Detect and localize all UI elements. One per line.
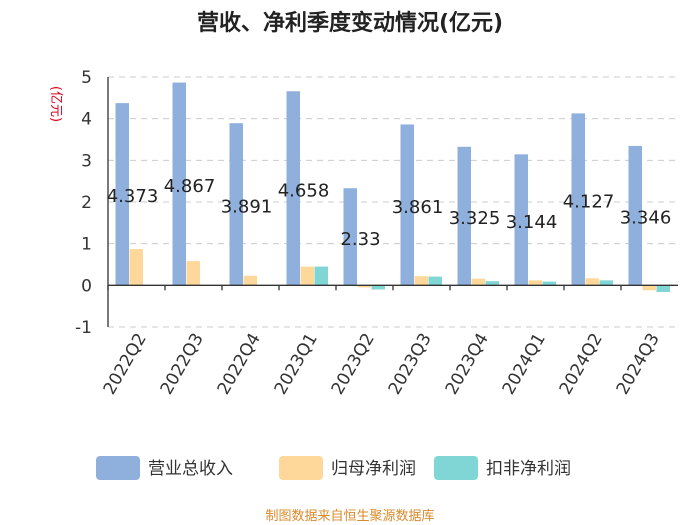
chart-title: 营收、净利季度变动情况(亿元) (197, 10, 503, 36)
bar-2 (129, 249, 143, 286)
bar-1 (115, 103, 129, 286)
x-tick-label: 2024Q1 (499, 330, 550, 398)
bar-2 (357, 285, 371, 288)
bar-1 (343, 188, 357, 286)
y-tick-label: 5 (81, 68, 92, 88)
data-label: 2.33 (340, 229, 380, 250)
bar-1 (172, 82, 186, 286)
bar-1 (514, 154, 528, 286)
legend: 营业总收入 归母净利润 扣非净利润 (96, 456, 571, 480)
y-tick-label: 0 (81, 276, 92, 296)
data-label: 4.658 (278, 180, 330, 201)
legend-label: 扣非净利润 (486, 459, 571, 479)
data-label: 3.861 (392, 197, 444, 218)
x-tick-label: 2024Q3 (613, 330, 664, 398)
data-label: 3.891 (221, 196, 273, 217)
y-tick-label: 2 (81, 193, 92, 213)
x-tick-label: 2023Q4 (442, 330, 493, 398)
source-note: 制图数据来自恒生聚源数据库 (265, 508, 434, 524)
bar-1 (628, 145, 642, 286)
y-axis-label: (亿元) (48, 86, 63, 122)
data-label: 3.144 (506, 212, 558, 233)
bar-3 (656, 285, 670, 292)
legend-label: 营业总收入 (148, 459, 233, 479)
bar-2 (642, 285, 656, 291)
legend-swatch (279, 456, 323, 480)
legend-label: 归母净利润 (331, 459, 416, 479)
bar-3 (485, 281, 499, 286)
bars (115, 82, 670, 292)
bar-2 (528, 280, 542, 286)
data-label: 3.346 (620, 208, 672, 229)
y-tick-label: -1 (75, 318, 92, 338)
bar-2 (243, 275, 257, 286)
bar-2 (186, 261, 200, 286)
bar-2 (585, 278, 599, 286)
x-tick-label: 2023Q3 (385, 330, 436, 398)
bar-1 (457, 146, 471, 286)
data-label: 4.867 (164, 176, 216, 197)
bar-2 (414, 276, 428, 286)
bar-3 (599, 280, 613, 286)
y-tick-label: 1 (81, 235, 92, 255)
bar-1 (400, 124, 414, 286)
x-tick-label: 2022Q4 (214, 330, 265, 398)
x-tick-label: 2023Q1 (271, 330, 322, 398)
legend-swatch (96, 456, 140, 480)
bar-1 (571, 113, 585, 286)
bar-3 (542, 281, 556, 286)
x-tick-label: 2022Q3 (157, 330, 208, 398)
data-label: 4.373 (107, 186, 159, 207)
bar-2 (471, 278, 485, 286)
x-tick-label: 2024Q2 (556, 330, 607, 398)
bar-1 (286, 91, 300, 286)
x-tick-label: 2022Q2 (100, 330, 151, 398)
bar-2 (300, 266, 314, 286)
x-tick-label: 2023Q2 (328, 330, 379, 398)
data-label: 4.127 (563, 191, 615, 212)
bar-3 (314, 266, 328, 286)
bar-3 (428, 276, 442, 286)
legend-swatch (434, 456, 478, 480)
bar-1 (229, 123, 243, 286)
data-label: 3.325 (449, 208, 501, 229)
bar-3 (371, 285, 385, 290)
y-tick-label: 4 (81, 110, 92, 130)
y-tick-label: 3 (81, 151, 92, 171)
